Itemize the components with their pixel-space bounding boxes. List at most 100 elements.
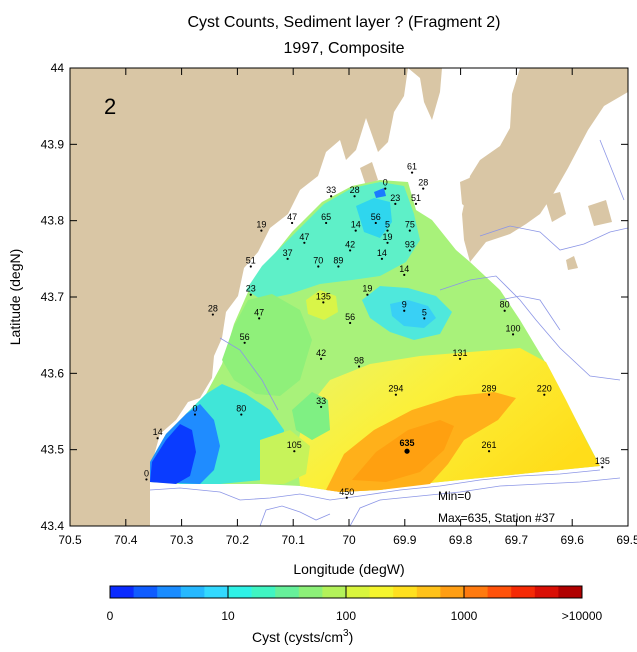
field-teal-upper: [356, 198, 392, 238]
concentration-field: [150, 180, 600, 492]
island-3: [544, 192, 566, 222]
station-marker: [156, 437, 159, 440]
station-marker: [303, 241, 306, 244]
station-marker: [543, 393, 546, 396]
station-label: 19: [256, 220, 266, 230]
station-marker: [260, 229, 263, 232]
colorbar-swatch: [534, 586, 559, 598]
bathymetry-contours: [149, 139, 628, 526]
station-marker: [249, 293, 252, 296]
station-label: 131: [453, 348, 468, 358]
station-label: 0: [144, 468, 149, 478]
x-tick-label: 69.8: [449, 533, 473, 547]
station-label: 65: [321, 212, 331, 222]
colorbar-swatch: [558, 586, 583, 598]
field-green-center: [292, 392, 330, 440]
station-marker: [487, 393, 491, 396]
colorbar-label: Cyst (cysts/cm3): [252, 628, 353, 645]
colorbar-tick-label: 1000: [451, 609, 478, 623]
station-marker: [384, 187, 387, 190]
station-label: 0: [192, 404, 197, 414]
station-label: 19: [382, 232, 392, 242]
colorbar-swatch: [251, 586, 276, 598]
x-axis-label: Longitude (degW): [293, 561, 404, 577]
station-label: 14: [351, 220, 361, 230]
colorbar-tick-label: 100: [336, 609, 356, 623]
station-label: 5: [422, 307, 427, 317]
colorbar-swatch: [204, 586, 229, 598]
station-label: 80: [236, 404, 246, 414]
station-label: 289: [482, 384, 497, 394]
station-marker: [193, 413, 197, 416]
station-marker: [322, 301, 325, 304]
station-marker: [320, 405, 323, 409]
station-marker: [357, 365, 361, 368]
station-marker: [320, 357, 323, 360]
station-marker: [354, 229, 357, 232]
station-marker: [349, 249, 352, 252]
x-tick-label: 70.1: [282, 533, 306, 547]
station-marker: [414, 202, 418, 205]
coastline-land: [70, 68, 442, 526]
station-marker: [386, 229, 389, 232]
station-label: 47: [287, 212, 297, 222]
eastern-land: [462, 68, 628, 262]
field-green-west: [222, 294, 312, 396]
station-marker: [293, 450, 296, 453]
station-label: 98: [354, 355, 364, 365]
colorbar-swatch: [180, 586, 205, 598]
y-tick-label: 43.7: [41, 290, 65, 304]
station-label: 47: [254, 307, 264, 317]
station-label: 80: [500, 300, 510, 310]
colorbar-swatch: [369, 586, 394, 598]
station-marker: [403, 273, 406, 276]
station-label: 51: [246, 255, 256, 265]
station-marker: [423, 317, 426, 320]
x-tick-label: 70.5: [58, 533, 82, 547]
station-label: 56: [345, 312, 355, 322]
island-7: [566, 256, 578, 270]
station-max-label: 635: [400, 438, 415, 448]
y-tick-label: 43.4: [41, 519, 65, 533]
station-marker: [458, 357, 462, 360]
station-label: 9: [402, 300, 407, 310]
island-2: [482, 190, 504, 224]
station-label: 89: [333, 255, 343, 265]
station-marker: [286, 257, 289, 260]
y-axis-label: Latitude (degN): [7, 249, 23, 346]
x-tick-label: 70.3: [170, 533, 194, 547]
y-tick-label: 44: [51, 61, 65, 75]
station-marker: [386, 241, 389, 244]
station-label: 14: [399, 264, 409, 274]
x-tick-label: 69.7: [505, 533, 529, 547]
station-marker: [422, 187, 425, 190]
station-label: 47: [299, 232, 309, 242]
station-label: 28: [208, 304, 218, 314]
x-tick-label: 69.6: [561, 533, 585, 547]
station-marker: [345, 496, 348, 499]
station-label: 51: [411, 193, 421, 203]
station-marker: [290, 221, 294, 225]
station-label: 0: [383, 178, 388, 188]
station-label: 23: [390, 193, 400, 203]
station-marker: [394, 202, 397, 205]
station-label: 93: [405, 239, 415, 249]
station-label: 70: [313, 255, 323, 265]
colorbar-tick-label: >10000: [562, 609, 603, 623]
station-label: 42: [345, 239, 355, 249]
station-marker: [487, 450, 491, 453]
station-marker: [511, 333, 515, 336]
station-label: 37: [283, 248, 293, 258]
station-marker: [243, 341, 246, 344]
station-marker: [601, 466, 604, 469]
colorbar-swatch: [511, 586, 536, 598]
y-tick-label: 43.9: [41, 137, 65, 151]
colorbar-swatch: [346, 586, 371, 598]
field-yellowgreen-south: [260, 430, 310, 484]
station-marker: [211, 313, 214, 316]
station-label: 135: [595, 456, 610, 466]
station-marker: [503, 309, 506, 312]
